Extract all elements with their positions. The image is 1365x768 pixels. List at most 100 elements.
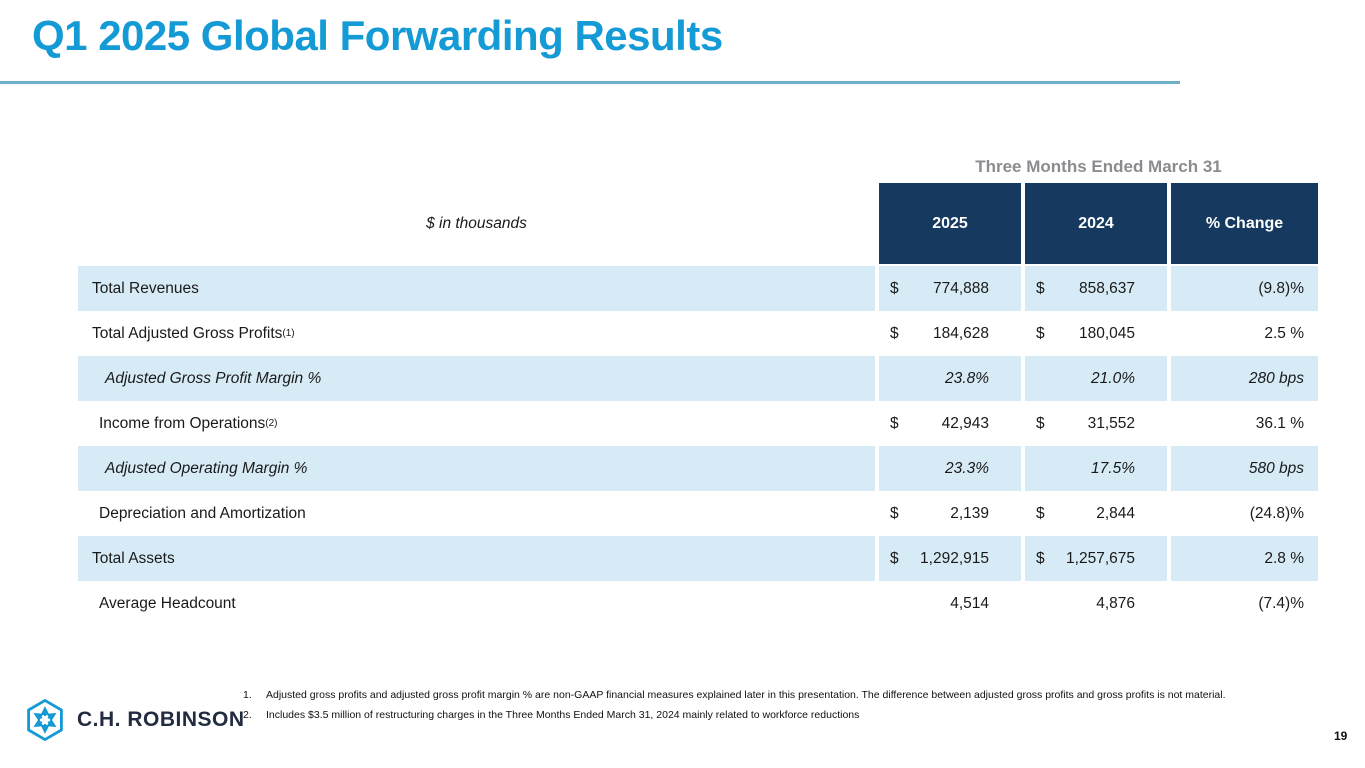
footnote-text: Adjusted gross profits and adjusted gros… — [266, 689, 1226, 701]
footnote-number: 1. — [243, 689, 252, 701]
currency-symbol: $ — [890, 324, 899, 342]
table-row: Total Assets $1,292,915 $1,257,675 2.8 % — [78, 536, 1318, 581]
value-2024: $2,844 — [1025, 491, 1167, 536]
cell-value: 17.5% — [1091, 459, 1135, 477]
row-label-text: Income from Operations — [99, 414, 266, 432]
table-row: Adjusted Operating Margin % 23.3% 17.5% … — [78, 446, 1318, 491]
page-title: Q1 2025 Global Forwarding Results — [32, 12, 723, 59]
value-2024: $858,637 — [1025, 266, 1167, 311]
row-label-text: Total Revenues — [92, 279, 199, 297]
currency-symbol: $ — [1036, 549, 1045, 567]
value-2025: $184,628 — [879, 311, 1021, 356]
cell-value: 1,292,915 — [920, 549, 989, 567]
cell-value: 31,552 — [1087, 414, 1135, 432]
value-2025: $42,943 — [879, 401, 1021, 446]
currency-symbol: $ — [1036, 279, 1045, 297]
row-label-text: Total Assets — [92, 549, 175, 567]
cell-value: (7.4)% — [1258, 594, 1304, 612]
row-label-text: Depreciation and Amortization — [99, 504, 306, 522]
value-change: (7.4)% — [1171, 581, 1318, 626]
value-2024: 4,876 — [1025, 581, 1167, 626]
logo-wordmark: C.H. ROBINSON — [77, 708, 245, 731]
cell-value: 42,943 — [941, 414, 989, 432]
value-change: 2.8 % — [1171, 536, 1318, 581]
value-2024: $180,045 — [1025, 311, 1167, 356]
row-label: Average Headcount — [78, 581, 875, 626]
column-header-2025: 2025 — [879, 183, 1021, 264]
page-number: 19 — [1334, 729, 1348, 743]
footnote-text: Includes $3.5 million of restructuring c… — [266, 709, 860, 722]
cell-value: 858,637 — [1078, 279, 1135, 297]
period-header: Three Months Ended March 31 — [975, 157, 1222, 176]
cell-value: 184,628 — [932, 324, 989, 342]
company-logo: C.H. ROBINSON — [25, 697, 245, 743]
value-change: 580 bps — [1171, 446, 1318, 491]
footnotes: 1. Adjusted gross profits and adjusted g… — [243, 689, 1323, 729]
value-2025: 23.8% — [879, 356, 1021, 401]
cell-value: 774,888 — [932, 279, 989, 297]
table-row: Depreciation and Amortization $2,139 $2,… — [78, 491, 1318, 536]
footnote-2: 2. Includes $3.5 million of restructurin… — [243, 709, 1323, 721]
row-label: Adjusted Operating Margin % — [78, 446, 875, 491]
table-row: Adjusted Gross Profit Margin % 23.8% 21.… — [78, 356, 1318, 401]
cell-value: 180,045 — [1078, 324, 1135, 342]
cell-value: 23.3% — [945, 459, 989, 477]
table-row: Total Revenues $774,888 $858,637 (9.8)% — [78, 266, 1318, 311]
cell-value: 2.5 % — [1264, 324, 1304, 342]
column-header-change: % Change — [1171, 183, 1318, 264]
row-label-text: Average Headcount — [99, 594, 236, 612]
cell-value: 21.0% — [1091, 369, 1135, 387]
value-2024: 17.5% — [1025, 446, 1167, 491]
row-label: Total Revenues — [78, 266, 875, 311]
value-change: 36.1 % — [1171, 401, 1318, 446]
cell-value: 580 bps — [1248, 459, 1304, 477]
cell-value: 2.8 % — [1264, 549, 1304, 567]
cell-value: 280 bps — [1248, 369, 1304, 387]
value-2025: 23.3% — [879, 446, 1021, 491]
row-label: Depreciation and Amortization — [78, 491, 875, 536]
financial-table: $ in thousands 2025 2024 % Change Total … — [78, 183, 1318, 626]
table-row: Income from Operations (2) $42,943 $31,55… — [78, 401, 1318, 446]
cell-value: 1,257,675 — [1066, 549, 1135, 567]
row-label: Total Assets — [78, 536, 875, 581]
currency-symbol: $ — [890, 414, 899, 432]
value-change: 2.5 % — [1171, 311, 1318, 356]
currency-symbol: $ — [1036, 414, 1045, 432]
value-2025: $1,292,915 — [879, 536, 1021, 581]
chrobinson-hexagon-icon — [27, 699, 63, 741]
row-label-text: Adjusted Operating Margin % — [105, 459, 308, 477]
cell-value: (9.8)% — [1258, 279, 1304, 297]
row-label: Income from Operations (2) — [99, 414, 278, 432]
currency-symbol: $ — [890, 504, 899, 522]
cell-value: 36.1 % — [1255, 414, 1304, 432]
table-row: Total Adjusted Gross Profits (1) $184,628… — [78, 311, 1318, 356]
cell-value: 23.8% — [945, 369, 989, 387]
value-change: 280 bps — [1171, 356, 1318, 401]
table-row: Average Headcount 4,514 4,876 (7.4)% — [78, 581, 1318, 626]
cell-value: 2,139 — [950, 504, 989, 522]
currency-symbol: $ — [1036, 504, 1045, 522]
cell-value: 4,876 — [1096, 594, 1135, 612]
cell-value: 2,844 — [1096, 504, 1135, 522]
currency-symbol: $ — [890, 279, 899, 297]
value-2024: $31,552 — [1025, 401, 1167, 446]
title-underline — [0, 81, 1180, 84]
value-change: (24.8)% — [1171, 491, 1318, 536]
cell-value: (24.8)% — [1249, 504, 1304, 522]
value-2024: 21.0% — [1025, 356, 1167, 401]
value-change: (9.8)% — [1171, 266, 1318, 311]
currency-symbol: $ — [890, 549, 899, 567]
value-2025: 4,514 — [879, 581, 1021, 626]
value-2025: $2,139 — [879, 491, 1021, 536]
row-label: Total Adjusted Gross Profits (1) — [92, 324, 295, 342]
row-label-text: Total Adjusted Gross Profits — [92, 324, 283, 342]
currency-symbol: $ — [1036, 324, 1045, 342]
row-label: Adjusted Gross Profit Margin % — [78, 356, 875, 401]
footnote-1: 1. Adjusted gross profits and adjusted g… — [243, 689, 1323, 701]
value-2024: $1,257,675 — [1025, 536, 1167, 581]
row-label-text: Adjusted Gross Profit Margin % — [105, 369, 322, 387]
unit-label: $ in thousands — [426, 214, 527, 232]
footnote-number: 2. — [243, 709, 252, 722]
value-2025: $774,888 — [879, 266, 1021, 311]
